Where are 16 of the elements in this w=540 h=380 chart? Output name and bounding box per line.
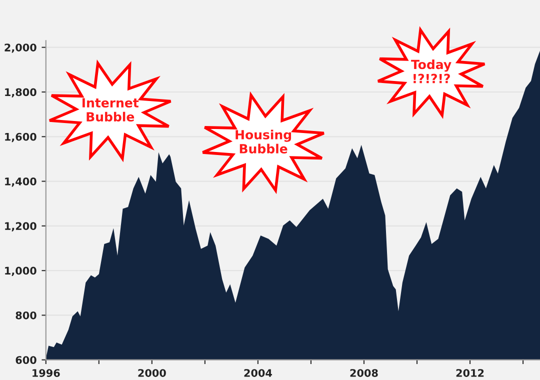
x-tick-label: 2012 bbox=[456, 369, 484, 377]
y-tick-label: 1,400 bbox=[5, 178, 36, 187]
x-tick-label: 1996 bbox=[32, 369, 60, 377]
annotation: Today !?!?!? bbox=[411, 59, 452, 84]
y-tick-label: 600 bbox=[16, 356, 36, 364]
y-tick-label: 1,200 bbox=[5, 222, 36, 232]
y-tick-label: 2,000 bbox=[4, 44, 36, 53]
y-tick-label: 800 bbox=[16, 311, 36, 320]
x-tick-label: 2004 bbox=[244, 369, 272, 377]
x-tick-label: 2000 bbox=[138, 369, 166, 377]
y-tick-label: 1,600 bbox=[5, 132, 36, 142]
annotation: Housing Bubble bbox=[236, 130, 292, 154]
x-tick-label: 2008 bbox=[350, 369, 378, 377]
y-tick-label: 1,000 bbox=[5, 266, 36, 276]
y-tick-label: 1,800 bbox=[5, 88, 36, 98]
annotation: Internet Bubble bbox=[82, 98, 139, 122]
